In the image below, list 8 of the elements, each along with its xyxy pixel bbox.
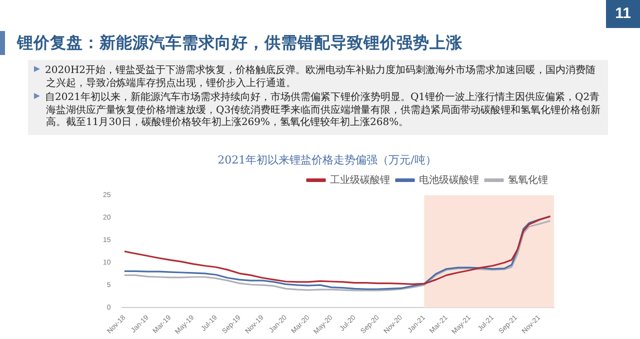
legend-label: 工业级碳酸锂 xyxy=(330,174,390,186)
chart-subtitle: 2021年初以来锂盐价格走势偏强（万元/吨） xyxy=(218,153,436,166)
text: 11 xyxy=(606,0,640,28)
chart-title: 锂价复盘：新能源汽车需求向好，供需错配导致锂价强势上涨 xyxy=(0,31,637,55)
legend-label: 氢氧化锂 xyxy=(508,174,548,186)
text: 2020H2开始，锂盐受益于下游需求恢复，价格触底反弹。欧洲电动车补贴力度加码刺激海外市场需求加速回暖，国内消费随之兴起，导致冶炼端库存拐点出现，锂价步入上行通道。 xyxy=(45,65,597,90)
text: 自2021年初以来，新能源汽车市场需求持续向好，市场供需偏紧下锂价涨势明显。Q1锂价一波上涨行情主因供应偏紧，Q2青海盐湖供应产量恢复使价格增速放缓，Q3传统消费旺季来临而供应端增量有限，供需趋紧局面带动碳酸锂和氢氧化锂价格创新高。截至11月30日，碳酸锂价格较年初上涨269%，氢氧化锂较年初上涨268%。 xyxy=(45,92,602,130)
legend-label: 电池级碳酸锂 xyxy=(419,174,479,186)
